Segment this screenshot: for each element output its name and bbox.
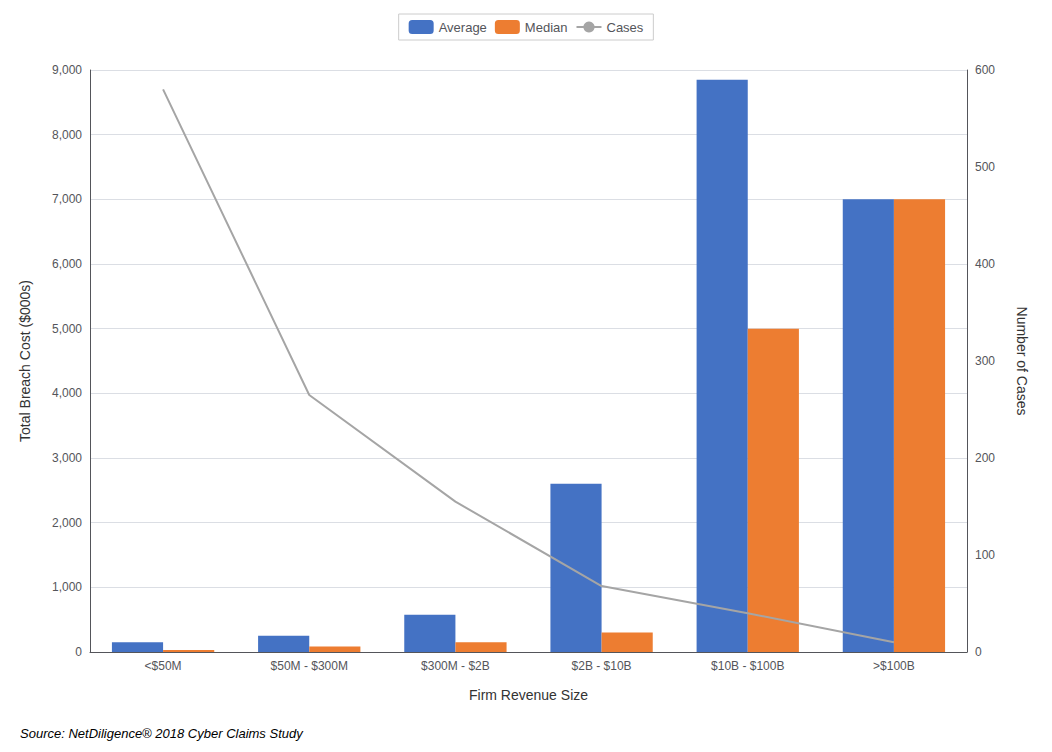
svg-text:500: 500 [975, 160, 995, 174]
svg-text:300: 300 [975, 354, 995, 368]
svg-text:5,000: 5,000 [52, 322, 82, 336]
svg-text:0: 0 [975, 645, 982, 659]
svg-text:100: 100 [975, 548, 995, 562]
svg-text:2,000: 2,000 [52, 516, 82, 530]
svg-text:Average: Average [439, 20, 487, 35]
svg-text:1,000: 1,000 [52, 580, 82, 594]
svg-text:6,000: 6,000 [52, 257, 82, 271]
svg-text:<$50M: <$50M [145, 659, 182, 673]
svg-text:0: 0 [75, 645, 82, 659]
svg-text:$50M - $300M: $50M - $300M [271, 659, 348, 673]
svg-text:4,000: 4,000 [52, 386, 82, 400]
svg-text:7,000: 7,000 [52, 192, 82, 206]
svg-text:$10B - $100B: $10B - $100B [711, 659, 784, 673]
svg-text:Number of Cases: Number of Cases [1014, 307, 1030, 416]
svg-text:Source: NetDiligence® 2018 Cyb: Source: NetDiligence® 2018 Cyber Claims … [20, 726, 304, 741]
svg-text:600: 600 [975, 63, 995, 77]
svg-text:9,000: 9,000 [52, 63, 82, 77]
svg-text:$300M - $2B: $300M - $2B [421, 659, 490, 673]
svg-text:Cases: Cases [606, 20, 643, 35]
svg-text:$2B - $10B: $2B - $10B [572, 659, 632, 673]
svg-text:3,000: 3,000 [52, 451, 82, 465]
svg-text:400: 400 [975, 257, 995, 271]
svg-text:Firm Revenue Size: Firm Revenue Size [469, 687, 588, 703]
svg-text:8,000: 8,000 [52, 128, 82, 142]
svg-text:Total Breach Cost ($000s): Total Breach Cost ($000s) [17, 280, 33, 442]
svg-text:>$100B: >$100B [873, 659, 915, 673]
svg-text:200: 200 [975, 451, 995, 465]
svg-text:Median: Median [525, 20, 568, 35]
